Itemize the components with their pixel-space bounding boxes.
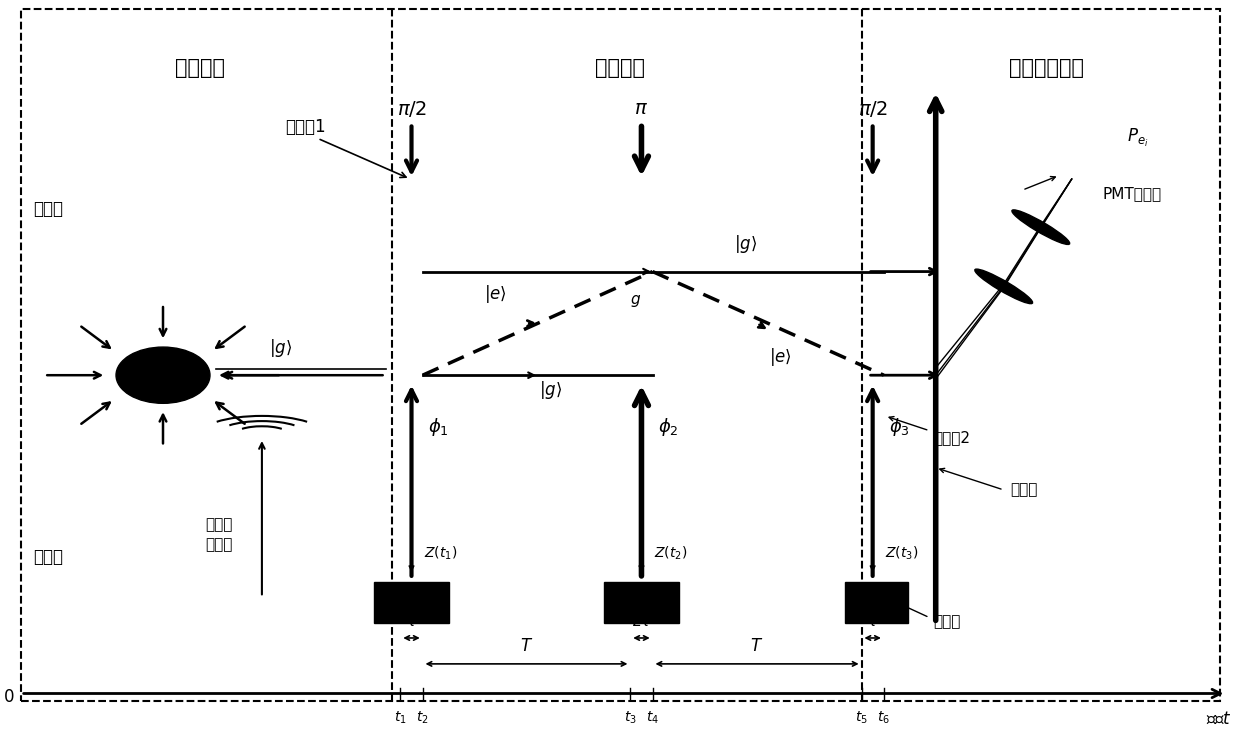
Text: $|g\rangle$: $|g\rangle$ bbox=[539, 379, 562, 401]
Circle shape bbox=[117, 347, 210, 403]
Text: 探测光: 探测光 bbox=[1009, 482, 1038, 497]
Text: 干涉信号探测: 干涉信号探测 bbox=[1009, 58, 1085, 78]
Text: $\tau$: $\tau$ bbox=[405, 614, 417, 629]
Text: 0: 0 bbox=[4, 688, 15, 706]
Text: $\pi/2$: $\pi/2$ bbox=[397, 99, 427, 119]
Text: $t_4$: $t_4$ bbox=[646, 710, 660, 726]
Text: $t_5$: $t_5$ bbox=[856, 710, 868, 726]
Ellipse shape bbox=[1012, 210, 1070, 244]
Text: $\phi_3$: $\phi_3$ bbox=[889, 416, 910, 438]
Text: 速度和
态选择: 速度和 态选择 bbox=[205, 517, 232, 552]
Text: 原子干涉: 原子干涉 bbox=[595, 58, 646, 78]
Bar bbox=[844, 583, 908, 623]
Text: $|e\rangle$: $|e\rangle$ bbox=[484, 283, 507, 305]
Text: 磁光阱: 磁光阱 bbox=[33, 548, 63, 565]
Text: $t_1$: $t_1$ bbox=[394, 710, 407, 726]
Text: $T$: $T$ bbox=[750, 637, 764, 655]
Text: $T$: $T$ bbox=[520, 637, 533, 655]
Text: 拉曼光1: 拉曼光1 bbox=[285, 118, 325, 136]
Text: $\pi/2$: $\pi/2$ bbox=[858, 99, 888, 119]
Text: $t_3$: $t_3$ bbox=[624, 710, 637, 726]
Ellipse shape bbox=[975, 269, 1033, 304]
Text: $\phi_2$: $\phi_2$ bbox=[657, 416, 678, 438]
Text: $\pi$: $\pi$ bbox=[635, 100, 649, 118]
Text: $t_2$: $t_2$ bbox=[417, 710, 429, 726]
Text: $Z(t_2)$: $Z(t_2)$ bbox=[653, 544, 687, 562]
Bar bbox=[374, 583, 449, 623]
Text: 反射镜: 反射镜 bbox=[934, 614, 961, 629]
Text: $|g\rangle$: $|g\rangle$ bbox=[269, 337, 293, 359]
Text: 拉曼光2: 拉曼光2 bbox=[934, 431, 970, 446]
Text: $\phi_1$: $\phi_1$ bbox=[428, 416, 449, 438]
Text: 原子团: 原子团 bbox=[33, 200, 63, 218]
Text: $P_{e_i}$: $P_{e_i}$ bbox=[1127, 127, 1148, 149]
Text: 时间$t$: 时间$t$ bbox=[1207, 710, 1233, 728]
Text: $t_6$: $t_6$ bbox=[878, 710, 890, 726]
Text: $Z(t_3)$: $Z(t_3)$ bbox=[885, 544, 919, 562]
Text: $\tau$: $\tau$ bbox=[867, 614, 878, 629]
Text: $g$: $g$ bbox=[630, 293, 641, 308]
Text: 原子制备: 原子制备 bbox=[175, 58, 226, 78]
Text: $Z(t_1)$: $Z(t_1)$ bbox=[424, 544, 458, 562]
Text: PMT探测器: PMT探测器 bbox=[1102, 186, 1162, 201]
Text: $|g\rangle$: $|g\rangle$ bbox=[734, 233, 758, 256]
Bar bbox=[604, 583, 678, 623]
Text: $|e\rangle$: $|e\rangle$ bbox=[770, 345, 792, 368]
Text: $2\tau$: $2\tau$ bbox=[631, 613, 652, 629]
